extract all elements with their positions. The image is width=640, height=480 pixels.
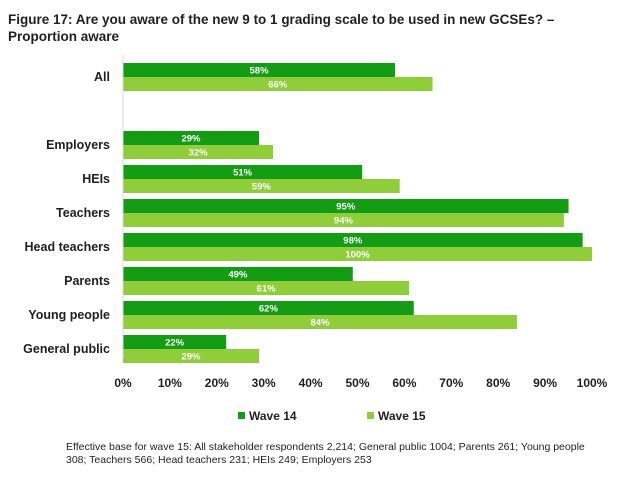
x-tick-label-100: 100% — [577, 376, 608, 390]
category-label-all: All — [94, 70, 110, 84]
bar-wave-15-heis — [123, 179, 400, 193]
footnote: Effective base for wave 15: All stakehol… — [66, 441, 585, 466]
data-label-wave-15-employers: 32% — [189, 148, 209, 159]
data-label-wave-15-head-teachers: 100% — [345, 250, 370, 261]
bar-wave-15-general-public — [123, 349, 260, 363]
data-label-wave-14-heis: 51% — [233, 168, 253, 179]
bar-wave-14-parents — [123, 267, 353, 281]
data-label-wave-15-general-public: 29% — [181, 352, 201, 363]
legend-label-wave-14: Wave 14 — [249, 409, 297, 423]
bar-wave-14-heis — [123, 165, 363, 179]
category-label-teachers: Teachers — [56, 206, 110, 220]
bar-wave-15-all — [123, 77, 433, 91]
legend-label-wave-15: Wave 15 — [378, 409, 426, 423]
data-label-wave-15-parents: 61% — [257, 284, 277, 295]
bar-wave-14-young-people — [123, 301, 414, 315]
bar-chart: All 58% 66% Employers 29% 32% HEIs 51% 59% Teache… — [23, 55, 608, 390]
data-label-wave-15-all: 66% — [268, 80, 288, 91]
bar-wave-14-head-teachers — [123, 233, 583, 247]
x-tick-label-90: 90% — [533, 376, 557, 390]
bar-wave-14-teachers — [123, 199, 569, 213]
data-label-wave-14-parents: 49% — [228, 270, 248, 281]
category-label-general-public: General public — [23, 342, 110, 356]
x-tick-label-50: 50% — [345, 376, 369, 390]
x-tick-label-40: 40% — [299, 376, 323, 390]
category-label-heis: HEIs — [82, 172, 110, 186]
bar-wave-15-teachers — [123, 213, 564, 227]
data-label-wave-14-general-public: 22% — [165, 338, 185, 349]
bar-wave-15-parents — [123, 281, 410, 295]
x-tick-label-20: 20% — [205, 376, 229, 390]
chart-title: Figure 17: Are you aware of the new 9 to… — [8, 12, 555, 44]
data-label-wave-15-young-people: 84% — [310, 318, 330, 329]
data-label-wave-14-teachers: 95% — [336, 202, 356, 213]
x-tick-label-80: 80% — [486, 376, 510, 390]
bar-wave-14-employers — [123, 131, 260, 145]
x-tick-label-70: 70% — [439, 376, 463, 390]
category-label-head-teachers: Head teachers — [25, 240, 111, 254]
legend-item-wave-14: Wave 14 — [238, 409, 297, 423]
data-label-wave-15-heis: 59% — [252, 182, 272, 193]
bar-wave-15-head-teachers — [123, 247, 592, 261]
bar-wave-14-all — [123, 63, 396, 77]
legend-swatch-wave-15 — [367, 412, 374, 419]
data-label-wave-14-head-teachers: 98% — [343, 236, 363, 247]
x-tick-label-60: 60% — [392, 376, 416, 390]
x-tick-label-0: 0% — [114, 376, 132, 390]
bar-wave-14-general-public — [123, 335, 227, 349]
legend-item-wave-15: Wave 15 — [367, 409, 426, 423]
x-tick-label-30: 30% — [252, 376, 276, 390]
data-label-wave-14-all: 58% — [250, 66, 270, 77]
bar-wave-15-young-people — [123, 315, 517, 329]
category-label-young-people: Young people — [28, 308, 110, 322]
bar-wave-15-employers — [123, 145, 274, 159]
data-label-wave-14-young-people: 62% — [259, 304, 279, 315]
category-label-employers: Employers — [46, 138, 110, 152]
data-label-wave-15-teachers: 94% — [334, 216, 354, 227]
legend-swatch-wave-14 — [238, 412, 245, 419]
x-tick-label-10: 10% — [158, 376, 182, 390]
data-label-wave-14-employers: 29% — [181, 134, 201, 145]
category-label-parents: Parents — [64, 274, 110, 288]
